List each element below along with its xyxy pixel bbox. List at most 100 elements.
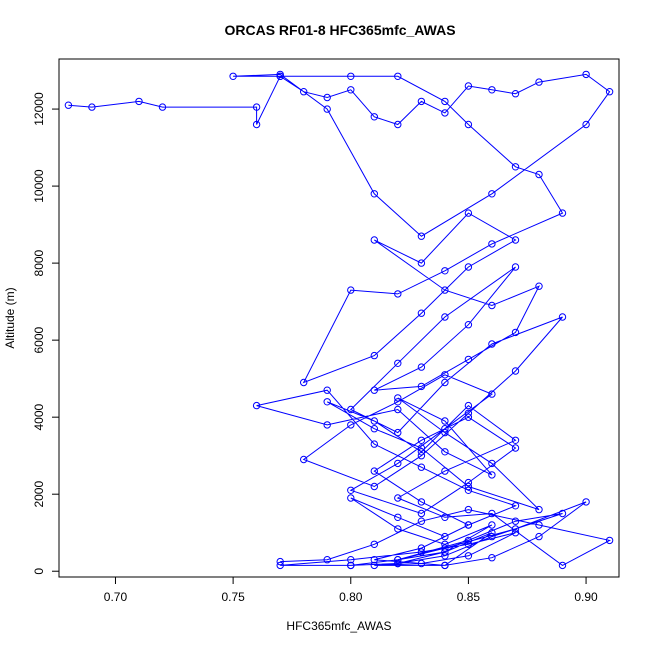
data-point (252, 103, 261, 111)
data-point (300, 88, 308, 96)
data-point (441, 267, 449, 275)
data-point (347, 286, 355, 294)
data-point (394, 556, 402, 564)
data-point (135, 97, 143, 106)
series-line (68, 73, 612, 566)
data-point (394, 525, 402, 533)
data-point (511, 236, 520, 244)
data-point (347, 486, 355, 494)
data-point (441, 552, 449, 560)
data-point (347, 494, 355, 502)
data-point (464, 355, 473, 364)
data-point (323, 93, 331, 102)
data-point (464, 409, 473, 417)
data-point (441, 467, 449, 475)
series-layer (64, 70, 614, 570)
data-point (370, 351, 378, 360)
data-point (535, 532, 543, 541)
data-point (582, 70, 590, 79)
data-point (488, 390, 496, 398)
data-point (488, 240, 496, 248)
x-axis: 0.70 0.75 0.80 0.85 0.90 (104, 577, 598, 604)
data-point (605, 88, 614, 96)
data-point (488, 509, 496, 518)
data-point (441, 513, 449, 521)
data-point (417, 544, 426, 552)
data-point (464, 120, 473, 129)
data-point (582, 498, 590, 506)
data-point (441, 540, 449, 548)
data-point (252, 120, 261, 129)
data-point (441, 417, 449, 425)
data-point (464, 321, 473, 329)
x-tick-label: 0.80 (339, 590, 363, 604)
data-point (417, 498, 426, 506)
data-point (511, 517, 520, 525)
data-point (370, 556, 378, 564)
data-point (323, 556, 331, 564)
data-point (417, 97, 426, 106)
data-point (464, 413, 473, 421)
data-point (64, 101, 73, 109)
data-point (370, 236, 378, 244)
data-point (370, 425, 378, 433)
data-point (417, 548, 426, 556)
data-point (464, 505, 473, 514)
data-point (347, 421, 355, 429)
data-point (511, 444, 520, 452)
data-point (511, 525, 520, 533)
data-point (535, 282, 543, 290)
data-point (511, 328, 520, 337)
x-tick-label: 0.70 (104, 590, 128, 604)
data-point (488, 190, 496, 198)
data-point (464, 486, 473, 494)
y-tick-label: 2000 (32, 481, 46, 508)
data-point (417, 559, 426, 568)
x-tick-label: 0.85 (457, 590, 481, 604)
data-point (535, 505, 543, 514)
data-point (417, 309, 426, 317)
data-point (464, 552, 473, 560)
data-point (441, 561, 449, 570)
data-point (276, 561, 284, 570)
data-point (464, 478, 473, 487)
data-point (535, 170, 543, 179)
data-point (511, 502, 520, 510)
data-point (488, 554, 496, 562)
data-point (417, 444, 426, 452)
data-point (511, 529, 520, 537)
data-point (394, 290, 402, 298)
data-point (417, 363, 426, 371)
data-point (511, 436, 520, 444)
y-tick-label: 6000 (32, 326, 46, 353)
data-point (394, 120, 402, 129)
data-point (605, 536, 614, 545)
data-point (229, 72, 237, 81)
data-point (488, 301, 496, 310)
data-point (417, 452, 426, 460)
data-point (394, 428, 402, 437)
data-point (488, 86, 496, 94)
data-point (347, 561, 355, 570)
data-point (417, 448, 426, 456)
data-point (394, 398, 402, 406)
data-point (417, 232, 426, 240)
data-point (417, 436, 426, 444)
x-axis-label: HFC365mfc_AWAS (286, 619, 391, 633)
data-point (323, 421, 331, 429)
data-point (158, 103, 167, 111)
data-point (370, 561, 378, 570)
data-point (558, 561, 567, 570)
data-point (441, 371, 449, 379)
data-point (417, 382, 426, 391)
data-point (464, 82, 473, 90)
data-point (394, 459, 402, 468)
data-point (323, 105, 331, 113)
data-point (441, 313, 449, 321)
x-tick-label: 0.75 (221, 590, 245, 604)
y-tick-label: 8000 (32, 249, 46, 276)
data-point (464, 482, 473, 491)
data-point (417, 509, 426, 518)
data-point (370, 482, 378, 491)
data-point (347, 556, 355, 564)
